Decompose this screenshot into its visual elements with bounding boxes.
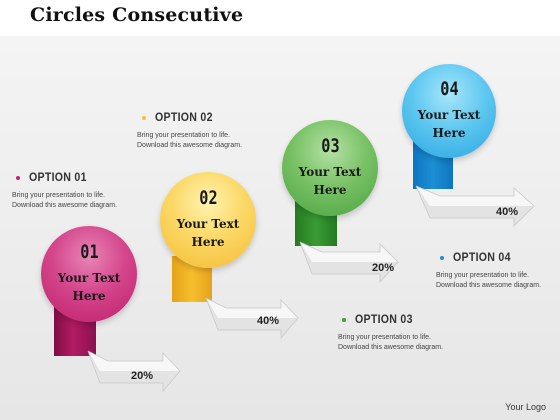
step-1-percent: 20% <box>131 370 154 382</box>
option-4: OPTION 04 Bring your presentation to lif… <box>436 252 541 291</box>
step-3-percent: 20% <box>372 262 395 274</box>
option-2-body: Bring your presentation to life. Downloa… <box>137 132 243 149</box>
step-3-text: Your Text Here <box>298 165 362 197</box>
step-3-arrow <box>299 241 399 284</box>
step-4-percent: 40% <box>496 206 519 218</box>
option-2-dot <box>142 116 146 120</box>
option-1-body: Bring your presentation to life. Downloa… <box>12 192 118 209</box>
option-1: OPTION 01 Bring your presentation to lif… <box>12 172 117 211</box>
step-2-percent: 40% <box>257 315 280 327</box>
step-4-arrow <box>415 185 535 227</box>
step-2-number: 02 <box>198 187 218 209</box>
step-2-circle: 02 Your Text Here <box>160 172 256 268</box>
page-title: Circles Consecutive <box>30 4 244 26</box>
step-1-circle: 01 Your Text Here <box>41 226 137 322</box>
diagram-canvas: 20% 01 Your Text Here 40% 02 Your Text H… <box>0 36 560 420</box>
step-2-text: Your Text Here <box>176 217 240 249</box>
step-4-number: 04 <box>439 78 459 100</box>
option-1-title: OPTION 01 <box>29 172 87 184</box>
option-3: OPTION 03 Bring your presentation to lif… <box>338 314 443 353</box>
step-3-circle: 03 Your Text Here <box>282 120 378 216</box>
option-3-body: Bring your presentation to life. Downloa… <box>338 334 444 351</box>
option-4-title: OPTION 04 <box>453 252 511 264</box>
title-bar: Circles Consecutive <box>0 0 560 36</box>
step-2-arrow <box>205 297 299 340</box>
option-3-dot <box>342 318 346 322</box>
step-1-number: 01 <box>79 241 99 263</box>
option-1-dot <box>16 176 20 180</box>
option-3-title: OPTION 03 <box>355 314 413 326</box>
option-2: OPTION 02 Bring your presentation to lif… <box>137 112 242 151</box>
step-1-text: Your Text Here <box>57 271 121 303</box>
option-4-dot <box>440 256 444 260</box>
option-2-title: OPTION 02 <box>155 112 213 124</box>
step-1-arrow <box>87 350 181 393</box>
step-4-text: Your Text Here <box>417 108 481 140</box>
option-4-body: Bring your presentation to life. Downloa… <box>436 272 542 289</box>
step-4-circle: 04 Your Text Here <box>402 64 496 158</box>
footer-logo: Your Logo <box>505 402 546 412</box>
step-3-number: 03 <box>320 135 340 157</box>
